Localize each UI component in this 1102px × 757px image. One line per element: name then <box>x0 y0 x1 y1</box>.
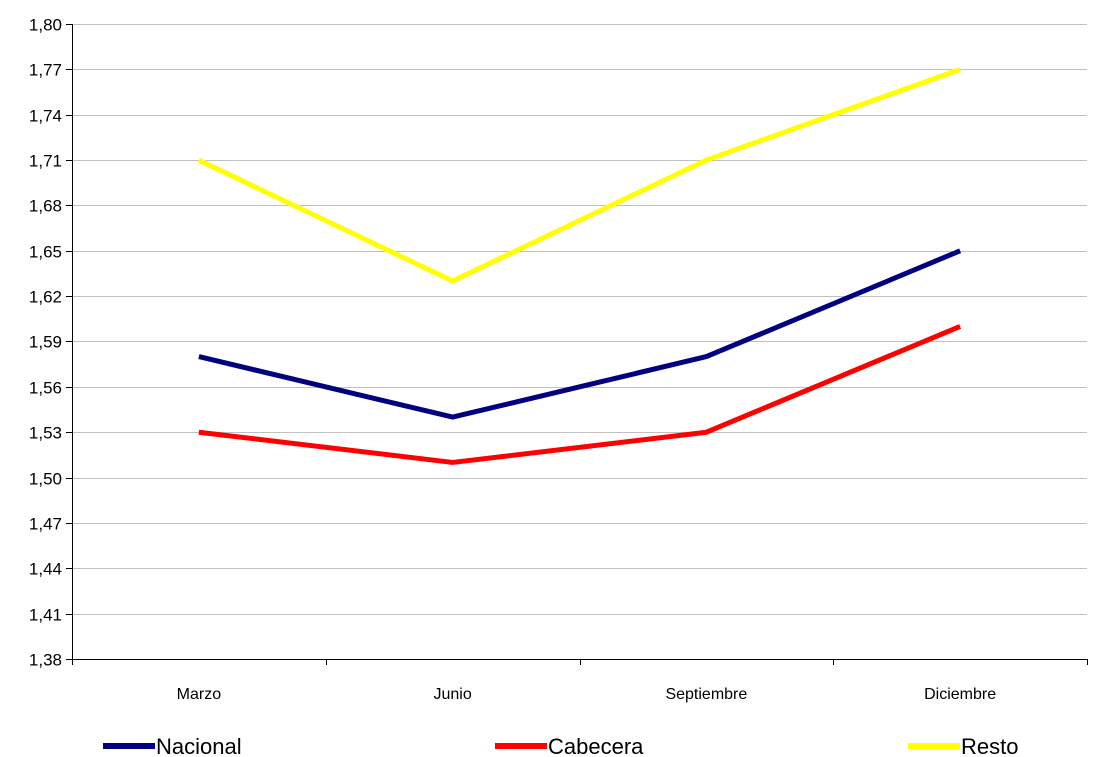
x-axis-tick-labels: Marzo Junio Septiembre Diciembre <box>177 686 997 703</box>
series-line-resto <box>197 67 961 284</box>
axes <box>66 24 1088 665</box>
y-axis-tick-labels: 1,38 1,41 1,44 1,47 1,50 1,53 1,56 1,59 1,62 1,65… <box>29 16 62 670</box>
y-tick-label: 1,74 <box>29 107 62 126</box>
series-lines <box>197 67 962 465</box>
y-tick-label: 1,56 <box>29 379 62 398</box>
series-line-nacional <box>198 248 962 420</box>
y-tick-label: 1,62 <box>29 288 62 307</box>
y-tick-label: 1,59 <box>29 333 62 352</box>
y-tick-label: 1,53 <box>29 424 62 443</box>
y-tick-label: 1,44 <box>29 560 62 579</box>
y-tick-label: 1,68 <box>29 197 62 216</box>
y-tick-label: 1,47 <box>29 515 62 534</box>
y-tick-label: 1,77 <box>29 61 62 80</box>
x-tick-label: Junio <box>434 686 472 703</box>
y-tick-label: 1,65 <box>29 243 62 262</box>
legend: Nacional Cabecera Resto <box>103 734 1018 757</box>
y-tick-label: 1,50 <box>29 470 62 489</box>
series-line-cabecera <box>198 324 962 465</box>
legend-label-resto: Resto <box>961 734 1018 757</box>
legend-label-cabecera: Cabecera <box>548 734 644 757</box>
y-tick-label: 1,38 <box>29 651 62 670</box>
y-tick-label: 1,80 <box>29 16 62 35</box>
gridlines <box>72 24 1087 615</box>
x-tick-label: Marzo <box>177 686 222 703</box>
x-tick-label: Septiembre <box>665 686 747 703</box>
y-tick-label: 1,41 <box>29 606 62 625</box>
x-tick-label: Diciembre <box>924 686 996 703</box>
y-tick-label: 1,71 <box>29 152 62 171</box>
legend-label-nacional: Nacional <box>156 734 242 757</box>
